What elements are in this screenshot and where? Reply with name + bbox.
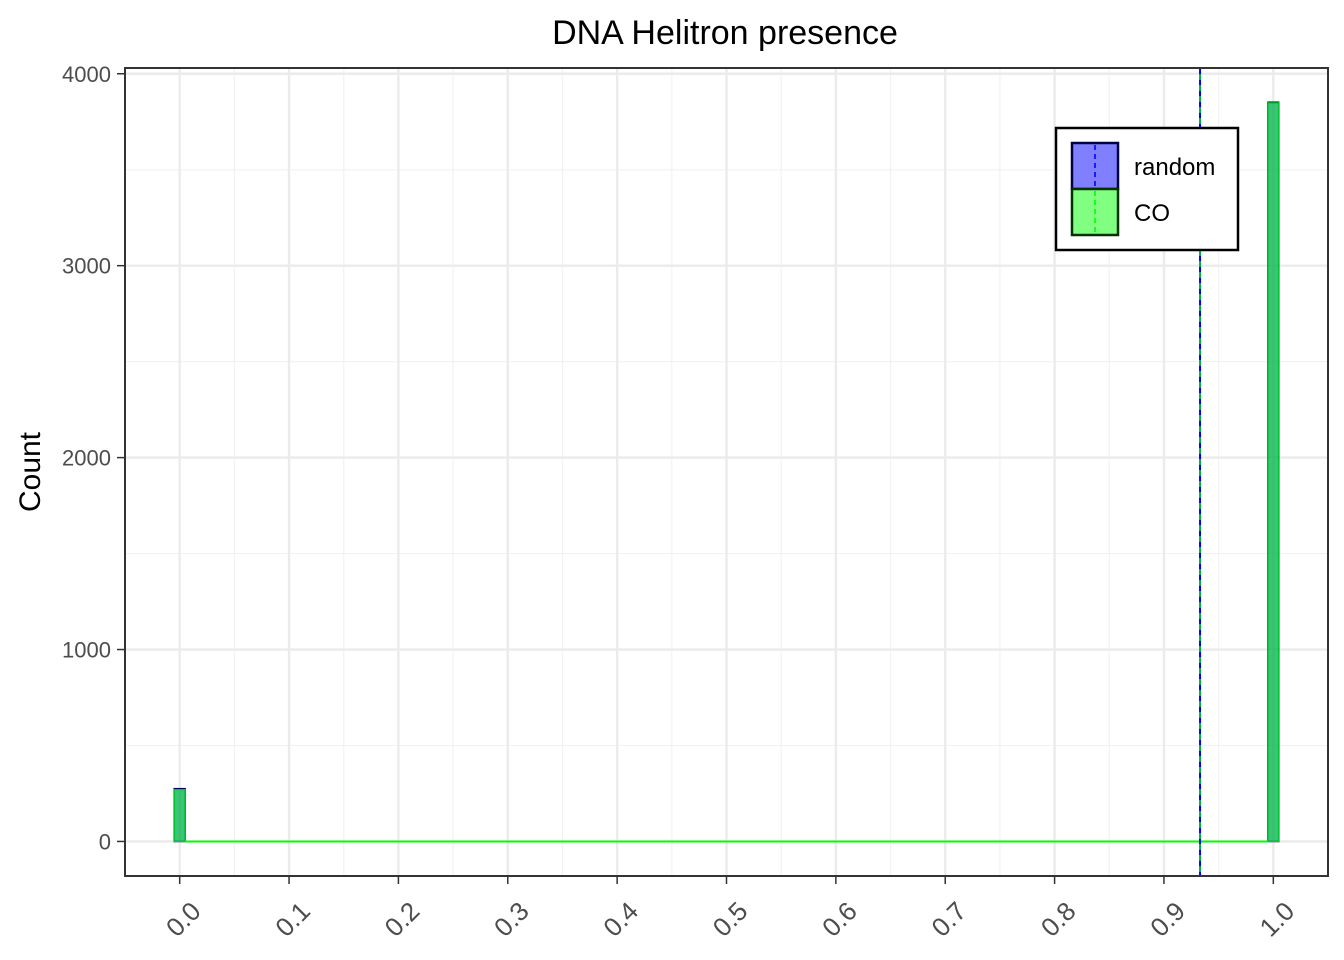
x-tick-label: 0.8 <box>1035 896 1082 943</box>
bar-co <box>1267 100 1280 843</box>
bar-co <box>173 789 186 843</box>
y-tick-label: 2000 <box>62 446 111 471</box>
x-tick-label: 0.0 <box>160 896 207 943</box>
x-tick-label: 0.4 <box>597 896 644 943</box>
legend-label-random: random <box>1134 154 1215 181</box>
x-tick-label: 0.9 <box>1144 896 1191 943</box>
y-tick-label: 3000 <box>62 254 111 279</box>
legend-label-co: CO <box>1134 200 1170 227</box>
y-axis-label: Count <box>14 431 47 512</box>
x-tick-label: 0.6 <box>816 896 863 943</box>
y-tick-label: 0 <box>99 829 111 854</box>
plot-area: 0.0 0.1 0.2 0.3 0.4 0.5 0.6 0.7 0.8 0.9 1.0 0 1000 20… <box>62 62 1329 943</box>
x-tick-label: 1.0 <box>1253 896 1300 943</box>
chart-title: DNA Helitron presence <box>552 14 898 52</box>
y-tick-label: 4000 <box>62 62 111 87</box>
y-tick-label: 1000 <box>62 638 111 663</box>
x-tick-label: 0.3 <box>488 896 535 943</box>
x-tick-label: 0.7 <box>925 896 972 943</box>
panel-border <box>124 67 1329 877</box>
x-tick-label: 0.5 <box>707 896 754 943</box>
x-tick-label: 0.2 <box>379 896 426 943</box>
x-tick-label: 0.1 <box>269 896 316 943</box>
legend: random CO <box>1054 126 1240 252</box>
